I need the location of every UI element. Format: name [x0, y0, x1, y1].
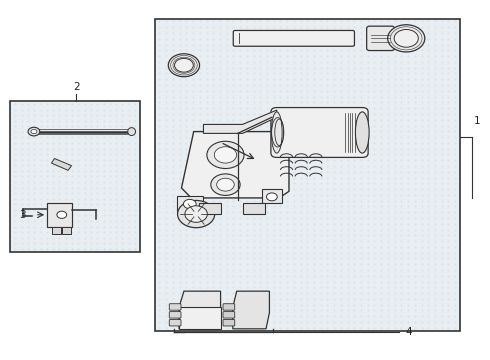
Bar — [155, 19, 460, 330]
Circle shape — [168, 54, 199, 77]
Polygon shape — [179, 291, 220, 329]
Circle shape — [207, 141, 244, 168]
Circle shape — [211, 174, 240, 195]
Text: 2: 2 — [73, 82, 80, 92]
Bar — [10, 101, 140, 252]
Circle shape — [28, 127, 40, 136]
Circle shape — [177, 201, 215, 228]
Circle shape — [388, 25, 425, 52]
Ellipse shape — [271, 112, 282, 153]
Circle shape — [57, 211, 67, 219]
Text: 4: 4 — [405, 327, 412, 337]
Text: 1: 1 — [474, 116, 480, 126]
Circle shape — [174, 58, 193, 72]
FancyBboxPatch shape — [271, 108, 368, 157]
FancyBboxPatch shape — [169, 319, 181, 326]
FancyBboxPatch shape — [262, 189, 282, 203]
FancyBboxPatch shape — [52, 226, 61, 234]
Text: 3: 3 — [20, 210, 26, 220]
FancyBboxPatch shape — [243, 203, 265, 214]
Polygon shape — [51, 158, 72, 170]
FancyBboxPatch shape — [169, 312, 181, 318]
Polygon shape — [233, 291, 270, 329]
Circle shape — [214, 147, 237, 163]
Circle shape — [267, 193, 277, 201]
Polygon shape — [181, 132, 289, 198]
Bar — [10, 101, 140, 252]
Circle shape — [394, 30, 418, 47]
Circle shape — [185, 206, 207, 222]
Polygon shape — [179, 307, 220, 329]
Bar — [155, 19, 460, 330]
Ellipse shape — [355, 112, 369, 153]
Polygon shape — [203, 110, 277, 134]
FancyBboxPatch shape — [169, 304, 181, 310]
FancyBboxPatch shape — [62, 226, 71, 234]
Circle shape — [183, 199, 196, 209]
FancyBboxPatch shape — [223, 304, 235, 310]
FancyBboxPatch shape — [223, 319, 235, 326]
Circle shape — [217, 178, 234, 191]
FancyBboxPatch shape — [233, 31, 354, 46]
FancyBboxPatch shape — [176, 196, 203, 212]
Ellipse shape — [128, 128, 136, 135]
FancyBboxPatch shape — [223, 312, 235, 318]
Circle shape — [31, 130, 37, 134]
FancyBboxPatch shape — [367, 26, 394, 50]
FancyBboxPatch shape — [47, 203, 72, 226]
FancyBboxPatch shape — [198, 203, 220, 214]
